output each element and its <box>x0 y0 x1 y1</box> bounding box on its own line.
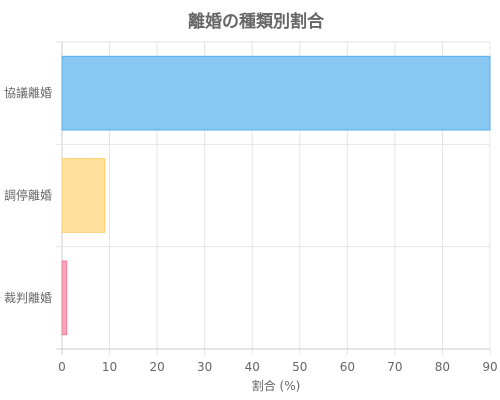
x-tick-label: 30 <box>197 360 212 374</box>
x-tick-label: 40 <box>245 360 260 374</box>
x-tick-labels: 0 10 20 30 40 50 60 70 80 90 <box>58 360 497 374</box>
x-tick-label: 60 <box>340 360 355 374</box>
x-tick-label: 70 <box>387 360 402 374</box>
x-tick-label: 0 <box>58 360 66 374</box>
category-label: 協議離婚 <box>4 85 52 100</box>
bar <box>61 260 68 336</box>
x-axis-label: 割合 (%) <box>252 378 301 393</box>
category-label: 裁判離婚 <box>4 291 52 305</box>
x-tick-label: 50 <box>292 360 307 374</box>
bar <box>61 158 106 233</box>
category-label: 調停離婚 <box>4 188 52 203</box>
x-tick-label: 20 <box>149 360 164 374</box>
x-tick-label: 10 <box>102 360 117 374</box>
chart-title: 離婚の種類別割合 <box>188 11 325 32</box>
bar <box>61 55 491 131</box>
x-tick-label: 90 <box>482 360 497 374</box>
bars <box>61 55 491 336</box>
x-tick-label: 80 <box>435 360 450 374</box>
